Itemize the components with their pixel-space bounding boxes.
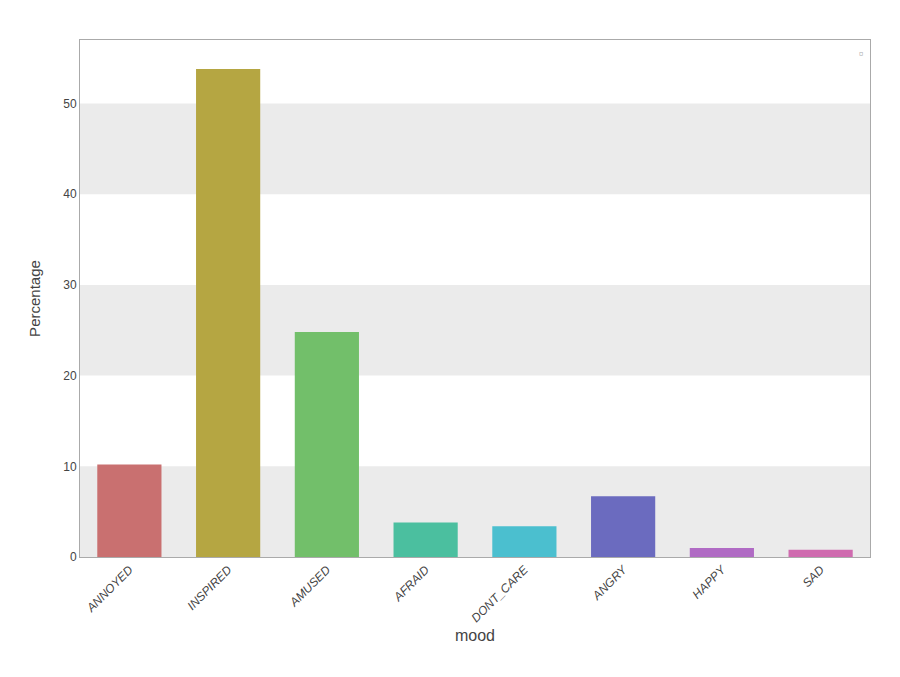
svg-text:40: 40 [63, 187, 77, 201]
svg-text:HAPPY: HAPPY [690, 562, 729, 601]
svg-text:0: 0 [70, 550, 77, 564]
svg-text:Percentage: Percentage [26, 260, 43, 337]
svg-text:50: 50 [63, 97, 77, 111]
svg-text:▫: ▫ [859, 46, 864, 61]
svg-text:20: 20 [63, 369, 77, 383]
svg-text:DONT_CARE: DONT_CARE [469, 562, 532, 625]
svg-text:ANGRY: ANGRY [589, 562, 630, 603]
svg-text:10: 10 [63, 460, 77, 474]
svg-text:AFRAID: AFRAID [390, 563, 432, 605]
svg-text:INSPIRED: INSPIRED [185, 563, 235, 613]
svg-text:30: 30 [63, 278, 77, 292]
svg-text:ANNOYED: ANNOYED [83, 563, 136, 616]
svg-text:mood: mood [455, 627, 495, 644]
svg-text:AMUSED: AMUSED [286, 563, 333, 610]
svg-text:SAD: SAD [800, 563, 828, 591]
